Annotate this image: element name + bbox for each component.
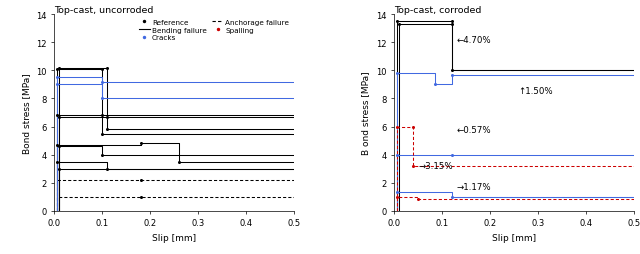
Legend: Reference, Bending failure, Cracks, Anchorage failure, Spalling: Reference, Bending failure, Cracks, Anch…: [138, 19, 290, 42]
X-axis label: Slip [mm]: Slip [mm]: [152, 233, 196, 242]
Text: ←4.70%: ←4.70%: [456, 36, 491, 45]
Text: ←0.57%: ←0.57%: [456, 125, 491, 134]
Text: Top-cast, corroded: Top-cast, corroded: [394, 6, 482, 14]
Text: →1.17%: →1.17%: [456, 183, 491, 192]
Y-axis label: Bond stress [MPa]: Bond stress [MPa]: [22, 73, 31, 153]
Text: ↑1.50%: ↑1.50%: [518, 86, 554, 95]
X-axis label: Slip [mm]: Slip [mm]: [492, 233, 536, 242]
Text: Top-cast, uncorroded: Top-cast, uncorroded: [54, 6, 154, 14]
Text: →3.15%: →3.15%: [418, 162, 453, 171]
Y-axis label: B ond stress [MPa]: B ond stress [MPa]: [362, 71, 371, 155]
